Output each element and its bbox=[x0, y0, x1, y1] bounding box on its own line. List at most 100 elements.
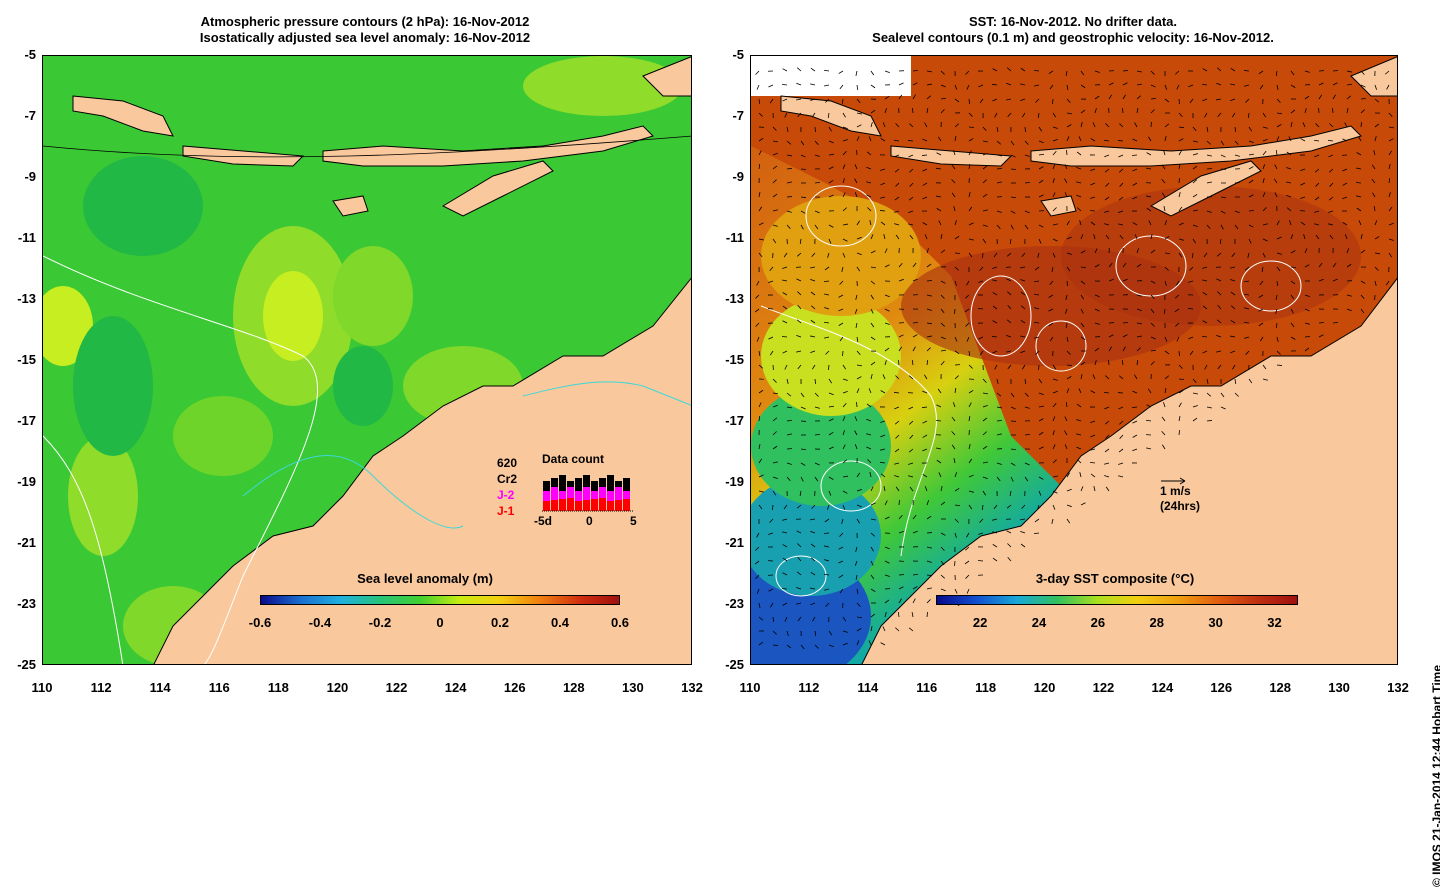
mission-label-cr2: Cr2 bbox=[497, 472, 517, 486]
y-tick-label: -9 bbox=[710, 169, 744, 184]
y-tick-label: -19 bbox=[2, 474, 36, 489]
data-count-bar bbox=[559, 499, 566, 511]
velocity-arrow bbox=[954, 561, 955, 566]
data-count-title: Data count bbox=[542, 452, 604, 466]
x-tick-label: 130 bbox=[1319, 680, 1359, 695]
x-tick-label: 130 bbox=[613, 680, 653, 695]
x-tick-label: 118 bbox=[258, 680, 298, 695]
colorbar-tick-label: 24 bbox=[1019, 615, 1059, 630]
velocity-arrow bbox=[1179, 379, 1184, 380]
colorbar-tick-label: 0.4 bbox=[540, 615, 580, 630]
y-tick-label: -7 bbox=[2, 108, 36, 123]
y-tick-label: -15 bbox=[2, 352, 36, 367]
colorbar-tick-label: 28 bbox=[1137, 615, 1177, 630]
colorbar-tick-label: 26 bbox=[1078, 615, 1118, 630]
x-tick-label: 116 bbox=[199, 680, 239, 695]
y-tick-label: -19 bbox=[710, 474, 744, 489]
x-tick-label: 110 bbox=[22, 680, 62, 695]
x-tick-label: 120 bbox=[1025, 680, 1065, 695]
x-tick-label: 128 bbox=[1260, 680, 1300, 695]
x-tick-label: 132 bbox=[1378, 680, 1418, 695]
right-colorbar bbox=[936, 595, 1298, 605]
y-tick-label: -25 bbox=[710, 657, 744, 672]
y-tick-label: -9 bbox=[2, 169, 36, 184]
velocity-arrow bbox=[927, 280, 932, 281]
right-title-line2: Sealevel contours (0.1 m) and geostrophi… bbox=[748, 30, 1398, 46]
velocity-arrow bbox=[969, 127, 974, 128]
data-count-total: 620 bbox=[497, 456, 517, 470]
colorbar-tick-label: -0.2 bbox=[360, 615, 400, 630]
y-tick-label: -5 bbox=[2, 47, 36, 62]
data-count-bar bbox=[575, 501, 582, 511]
left-title: Atmospheric pressure contours (2 hPa): 1… bbox=[40, 14, 690, 46]
velocity-arrow bbox=[992, 336, 997, 337]
velocity-arrow bbox=[1332, 108, 1333, 113]
x-tick-label: 126 bbox=[495, 680, 535, 695]
x-tick-label: 122 bbox=[1083, 680, 1123, 695]
data-count-axis-left: -5d bbox=[534, 514, 552, 528]
right-title-line1: SST: 16-Nov-2012. No drifter data. bbox=[748, 14, 1398, 30]
mission-label-j2: J-2 bbox=[497, 488, 514, 502]
y-tick-label: -21 bbox=[710, 535, 744, 550]
x-tick-label: 110 bbox=[730, 680, 770, 695]
velocity-arrow bbox=[1207, 168, 1212, 169]
y-tick-label: -5 bbox=[710, 47, 744, 62]
data-count-bar bbox=[551, 500, 558, 511]
mission-label-j1: J-1 bbox=[497, 504, 514, 518]
velocity-arrow bbox=[954, 309, 955, 314]
right-colorbar-label: 3-day SST composite (°C) bbox=[990, 571, 1240, 586]
velocity-arrow bbox=[908, 140, 913, 141]
y-tick-label: -23 bbox=[710, 596, 744, 611]
velocity-arrow bbox=[1179, 178, 1180, 183]
colorbar-tick-label: 0 bbox=[420, 615, 460, 630]
data-count-bar bbox=[599, 498, 606, 511]
y-tick-label: -7 bbox=[710, 108, 744, 123]
velocity-arrow bbox=[772, 505, 773, 510]
x-tick-label: 114 bbox=[848, 680, 888, 695]
velocity-arrow bbox=[978, 308, 983, 309]
velocity-arrow bbox=[1277, 365, 1282, 366]
velocity-arrow bbox=[1123, 70, 1128, 71]
data-count-bar bbox=[543, 501, 550, 511]
y-tick-label: -13 bbox=[2, 291, 36, 306]
y-tick-label: -17 bbox=[710, 413, 744, 428]
colorbar-tick-label: 0.2 bbox=[480, 615, 520, 630]
velocity-arrow bbox=[982, 253, 983, 258]
y-tick-label: -23 bbox=[2, 596, 36, 611]
y-tick-label: -15 bbox=[710, 352, 744, 367]
y-tick-label: -13 bbox=[710, 291, 744, 306]
velocity-arrow bbox=[1066, 150, 1067, 155]
velocity-arrow bbox=[1305, 336, 1310, 337]
left-title-line1: Atmospheric pressure contours (2 hPa): 1… bbox=[40, 14, 690, 30]
velocity-arrow bbox=[824, 533, 829, 534]
colorbar-tick-label: 30 bbox=[1196, 615, 1236, 630]
y-tick-label: -17 bbox=[2, 413, 36, 428]
data-count-bar bbox=[591, 499, 598, 511]
y-tick-label: -25 bbox=[2, 657, 36, 672]
velocity-arrow bbox=[1025, 127, 1026, 132]
y-tick-label: -11 bbox=[2, 230, 36, 245]
velocity-arrow bbox=[978, 560, 983, 561]
x-tick-label: 116 bbox=[907, 680, 947, 695]
x-tick-label: 112 bbox=[789, 680, 829, 695]
x-tick-label: 126 bbox=[1201, 680, 1241, 695]
velocity-arrow bbox=[1179, 351, 1180, 356]
data-count-bar bbox=[583, 500, 590, 511]
x-tick-label: 132 bbox=[672, 680, 712, 695]
imos-credit: © IMOS 21-Jan-2014 12:44 Hobart Time bbox=[1430, 665, 1440, 887]
y-tick-label: -11 bbox=[710, 230, 744, 245]
colorbar-tick-label: 32 bbox=[1254, 615, 1294, 630]
colorbar-tick-label: -0.4 bbox=[300, 615, 340, 630]
x-tick-label: 114 bbox=[140, 680, 180, 695]
velocity-arrow bbox=[969, 99, 970, 104]
right-title: SST: 16-Nov-2012. No drifter data. Seale… bbox=[748, 14, 1398, 46]
velocity-arrow bbox=[1333, 70, 1338, 71]
y-tick-label: -21 bbox=[2, 535, 36, 550]
velocity-arrow bbox=[927, 612, 928, 617]
velocity-scale-speed: 1 m/s bbox=[1160, 484, 1191, 498]
x-tick-label: 124 bbox=[436, 680, 476, 695]
x-tick-label: 112 bbox=[81, 680, 121, 695]
colorbar-tick-label: 22 bbox=[960, 615, 1000, 630]
data-count-axis-mid: 0 bbox=[586, 514, 593, 528]
left-colorbar bbox=[260, 595, 620, 605]
